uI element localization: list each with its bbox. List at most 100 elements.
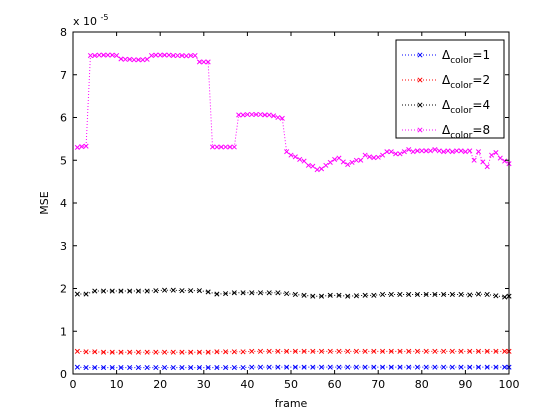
legend-label-main: Δ (442, 48, 451, 62)
data-point (170, 349, 176, 355)
data-point (188, 52, 194, 59)
legend-label-main: Δ (442, 73, 451, 87)
data-point (292, 291, 298, 298)
data-point (231, 290, 237, 296)
data-point (362, 364, 368, 370)
legend-swatch-marker (417, 52, 423, 58)
data-point (445, 148, 451, 154)
data-point (380, 364, 386, 370)
data-point (327, 364, 333, 370)
x-tick-label: 30 (197, 378, 211, 391)
data-point (441, 149, 447, 155)
data-point (284, 364, 290, 370)
data-point (484, 348, 490, 354)
legend-item: Δcolor=2 (402, 73, 490, 91)
y-tick-label: 4 (60, 197, 67, 210)
data-point (74, 144, 80, 150)
data-point (218, 144, 224, 150)
legend-label: Δcolor=1 (442, 48, 490, 66)
data-point (179, 288, 185, 294)
data-point (109, 288, 115, 294)
data-point (467, 348, 473, 354)
data-point (196, 59, 202, 65)
data-point (441, 348, 447, 354)
x-axis-title: frame (275, 397, 308, 410)
data-point (292, 364, 298, 370)
legend-label-subscript: color (450, 56, 472, 66)
data-point (449, 348, 455, 354)
data-point (153, 349, 159, 355)
data-point (314, 167, 320, 173)
data-point (475, 364, 482, 370)
legend-label: Δcolor=8 (442, 123, 490, 141)
data-point (179, 365, 185, 371)
data-point (127, 288, 133, 294)
data-point (153, 288, 159, 294)
data-point (92, 52, 98, 59)
data-point (336, 364, 342, 370)
legend-swatch-marker (417, 127, 423, 133)
data-point (345, 348, 351, 354)
data-point (240, 365, 246, 371)
data-point (100, 365, 107, 371)
data-point (257, 348, 264, 354)
data-point (493, 348, 499, 354)
data-point (423, 291, 429, 298)
data-point (380, 348, 386, 354)
data-point (318, 166, 325, 172)
data-point (340, 159, 346, 165)
data-point (231, 144, 237, 150)
x-tick-label: 0 (70, 378, 77, 391)
legend-item: Δcolor=8 (402, 123, 490, 141)
data-point (153, 52, 159, 58)
data-point (236, 112, 242, 118)
data-point (414, 291, 420, 298)
data-point (118, 288, 124, 294)
data-point (345, 364, 351, 370)
y-scale-multiplier-base: x 10 (73, 15, 97, 28)
data-point (480, 159, 486, 165)
data-point (301, 348, 307, 354)
data-point (467, 148, 473, 154)
data-point (266, 290, 272, 296)
x-tick-label: 20 (153, 378, 167, 391)
legend-label-subscript: color (450, 131, 472, 141)
data-point (148, 52, 155, 59)
data-point (305, 162, 311, 168)
y-tick-label: 6 (60, 112, 67, 125)
data-point (170, 365, 176, 371)
data-point (353, 157, 359, 163)
data-point (406, 364, 412, 370)
data-point (223, 291, 229, 297)
series-4 (74, 52, 512, 173)
data-point (484, 364, 490, 370)
data-point (275, 114, 281, 121)
legend-label-suffix: =4 (472, 98, 490, 112)
legend-box (395, 39, 505, 139)
data-point (83, 143, 89, 149)
data-point (432, 348, 438, 354)
data-point (127, 349, 133, 355)
data-point (196, 349, 202, 355)
data-point (432, 291, 438, 298)
data-point (240, 112, 246, 118)
series-2 (74, 348, 512, 355)
data-point (179, 52, 185, 59)
data-point (371, 348, 377, 354)
y-tick-label: 1 (60, 325, 67, 338)
data-point (231, 349, 237, 355)
data-point (244, 111, 250, 118)
series-1 (74, 364, 512, 371)
data-point (406, 291, 412, 298)
data-point (157, 52, 163, 58)
data-point (223, 349, 229, 355)
data-point (441, 364, 447, 370)
data-point (397, 348, 403, 354)
data-point (441, 291, 447, 298)
x-tick-label: 10 (110, 378, 124, 391)
data-point (327, 292, 333, 298)
data-point (449, 149, 455, 155)
data-point (292, 348, 298, 354)
data-point (371, 155, 377, 161)
legend-label: Δcolor=2 (442, 73, 490, 91)
